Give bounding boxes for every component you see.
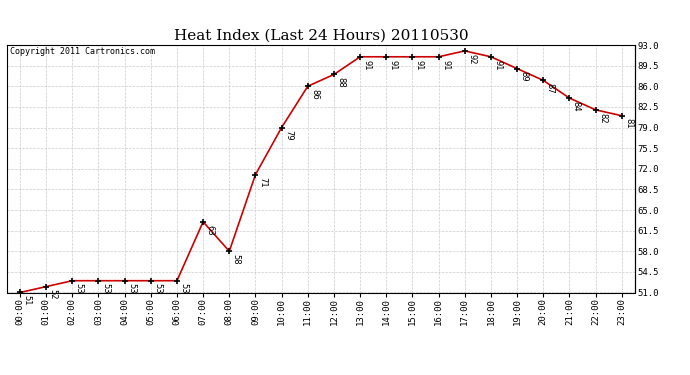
Text: 53: 53 xyxy=(75,284,83,294)
Text: 91: 91 xyxy=(441,60,450,70)
Text: 71: 71 xyxy=(258,177,267,188)
Text: 88: 88 xyxy=(337,77,346,88)
Text: 51: 51 xyxy=(23,295,32,306)
Text: 53: 53 xyxy=(179,284,188,294)
Text: 52: 52 xyxy=(48,290,57,300)
Text: 91: 91 xyxy=(493,60,502,70)
Text: 87: 87 xyxy=(546,83,555,94)
Text: 86: 86 xyxy=(310,89,319,100)
Text: 79: 79 xyxy=(284,130,293,141)
Text: 63: 63 xyxy=(206,225,215,236)
Text: 92: 92 xyxy=(467,54,476,64)
Text: 82: 82 xyxy=(598,112,607,123)
Text: 53: 53 xyxy=(127,284,136,294)
Text: 84: 84 xyxy=(572,101,581,111)
Title: Heat Index (Last 24 Hours) 20110530: Heat Index (Last 24 Hours) 20110530 xyxy=(174,28,468,42)
Text: 53: 53 xyxy=(101,284,110,294)
Text: Copyright 2011 Cartronics.com: Copyright 2011 Cartronics.com xyxy=(10,48,155,57)
Text: 91: 91 xyxy=(388,60,397,70)
Text: 91: 91 xyxy=(362,60,371,70)
Text: 89: 89 xyxy=(520,71,529,82)
Text: 58: 58 xyxy=(232,254,241,265)
Text: 91: 91 xyxy=(415,60,424,70)
Text: 81: 81 xyxy=(624,118,633,129)
Text: 53: 53 xyxy=(153,284,162,294)
